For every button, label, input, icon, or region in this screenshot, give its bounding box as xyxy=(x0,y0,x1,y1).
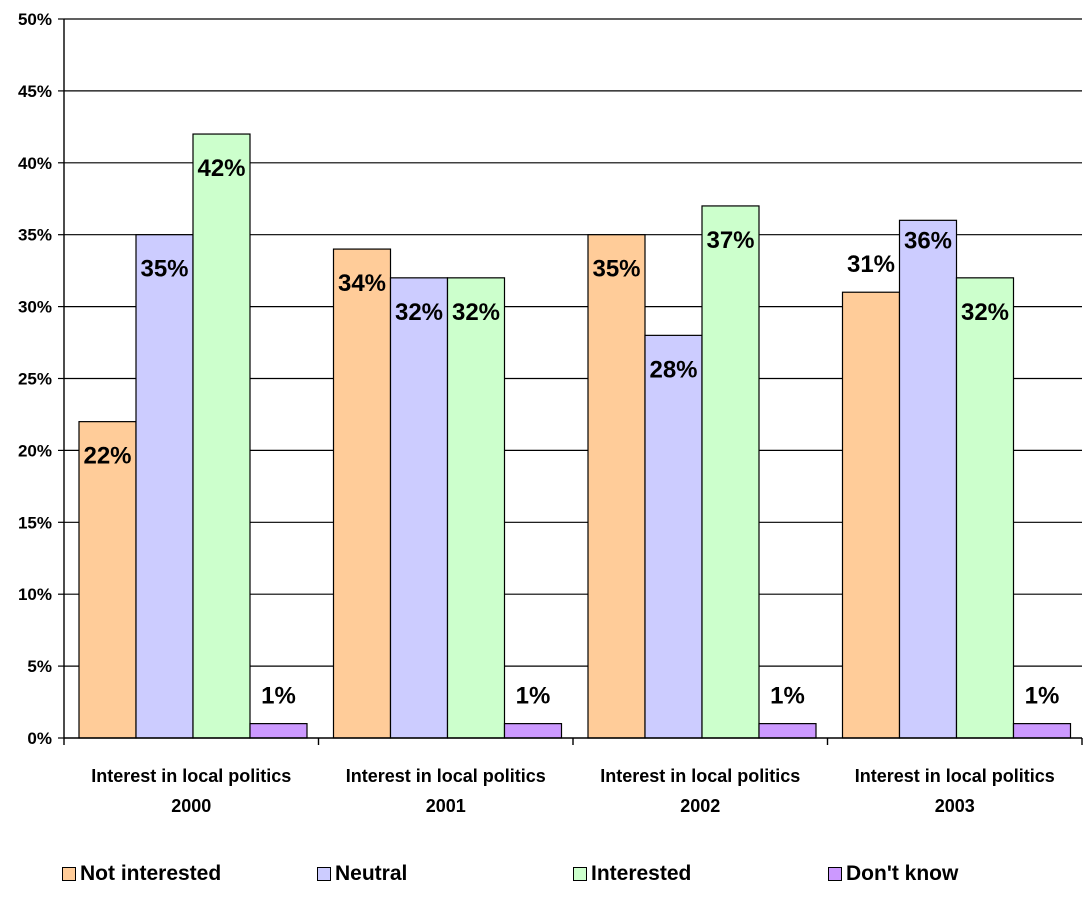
data-label: 31% xyxy=(847,251,895,278)
y-tick-label: 20% xyxy=(18,441,52,460)
category-label: 2002 xyxy=(680,796,720,816)
bar-not-interested-2 xyxy=(587,234,646,739)
data-label: 1% xyxy=(516,683,551,710)
bar-neutral-2 xyxy=(644,334,703,739)
category-label: Interest in local politics xyxy=(91,766,291,786)
data-label: 28% xyxy=(649,356,697,383)
legend-item-don-t-know: Don't know xyxy=(828,862,958,886)
legend-item-neutral: Neutral xyxy=(317,862,407,886)
bar-not-interested-3 xyxy=(841,291,901,739)
axes xyxy=(63,19,1083,745)
data-labels: 22% 35% 42% 1% 34% 32% 32% 1% 35% 28% 37% 1% 31% 36% 3… xyxy=(83,155,1059,710)
bar-don-t-know-0 xyxy=(249,723,308,739)
category-label: Interest in local politics xyxy=(346,766,546,786)
bar-not-interested-1 xyxy=(332,248,392,739)
data-label: 36% xyxy=(904,227,952,254)
category-labels: Interest in local politics 2000 Interest i… xyxy=(91,766,1055,816)
y-tick-label: 30% xyxy=(18,298,52,317)
category-label: Interest in local politics xyxy=(600,766,800,786)
category-label: 2000 xyxy=(171,796,211,816)
bar-interested-2 xyxy=(701,205,760,739)
bar-don-t-know-2 xyxy=(758,723,817,739)
legend-label: Don't know xyxy=(846,862,959,885)
bar-neutral-3 xyxy=(898,219,958,739)
data-label: 35% xyxy=(140,256,188,283)
bar-interested-1 xyxy=(446,277,506,739)
data-label: 32% xyxy=(961,299,1009,326)
data-label: 1% xyxy=(1025,683,1060,710)
legend-swatch xyxy=(62,867,76,881)
y-tick-label: 35% xyxy=(18,226,52,245)
y-tick-label: 45% xyxy=(18,82,52,101)
legend-item-interested: Interested xyxy=(573,862,691,886)
data-label: 1% xyxy=(770,683,805,710)
bar-neutral-1 xyxy=(389,277,449,739)
bar-interested-3 xyxy=(955,277,1015,739)
data-label: 35% xyxy=(592,256,640,283)
y-tick-label: 5% xyxy=(27,657,52,676)
legend-label: Not interested xyxy=(80,862,222,885)
legend-item-not-interested: Not interested xyxy=(62,862,221,886)
data-label: 34% xyxy=(338,270,386,297)
legend-swatch xyxy=(317,867,331,881)
category-label: 2003 xyxy=(935,796,975,816)
y-tick-label: 25% xyxy=(18,370,52,389)
bar-chart: 0% 5% 10% 15% 20% 25% 30% 35% 40% 45% 50% 22% 35% 42… xyxy=(18,10,1083,816)
legend-swatch xyxy=(573,867,587,881)
bar-don-t-know-3 xyxy=(1012,723,1072,739)
data-label: 32% xyxy=(452,299,500,326)
data-label: 22% xyxy=(83,443,131,470)
y-tick-label: 10% xyxy=(18,585,52,604)
y-tick-label: 40% xyxy=(18,154,52,173)
category-label: Interest in local politics xyxy=(855,766,1055,786)
legend-label: Neutral xyxy=(335,862,408,885)
bar-interested-0 xyxy=(192,133,251,739)
data-label: 42% xyxy=(197,155,245,182)
data-label: 32% xyxy=(395,299,443,326)
legend-swatch xyxy=(828,867,842,881)
data-label: 37% xyxy=(706,227,754,254)
bar-don-t-know-1 xyxy=(503,723,563,739)
bar-neutral-0 xyxy=(135,234,194,739)
legend: Not interested Neutral Interested Don't kno… xyxy=(0,862,1086,892)
legend-label: Interested xyxy=(591,862,692,885)
y-tick-label: 50% xyxy=(18,10,52,29)
bars xyxy=(78,133,1072,739)
y-tick-label: 15% xyxy=(18,513,52,532)
y-axis-tick-labels: 0% 5% 10% 15% 20% 25% 30% 35% 40% 45% 50% xyxy=(18,10,52,748)
y-tick-label: 0% xyxy=(27,729,52,748)
data-label: 1% xyxy=(261,683,296,710)
category-label: 2001 xyxy=(426,796,466,816)
